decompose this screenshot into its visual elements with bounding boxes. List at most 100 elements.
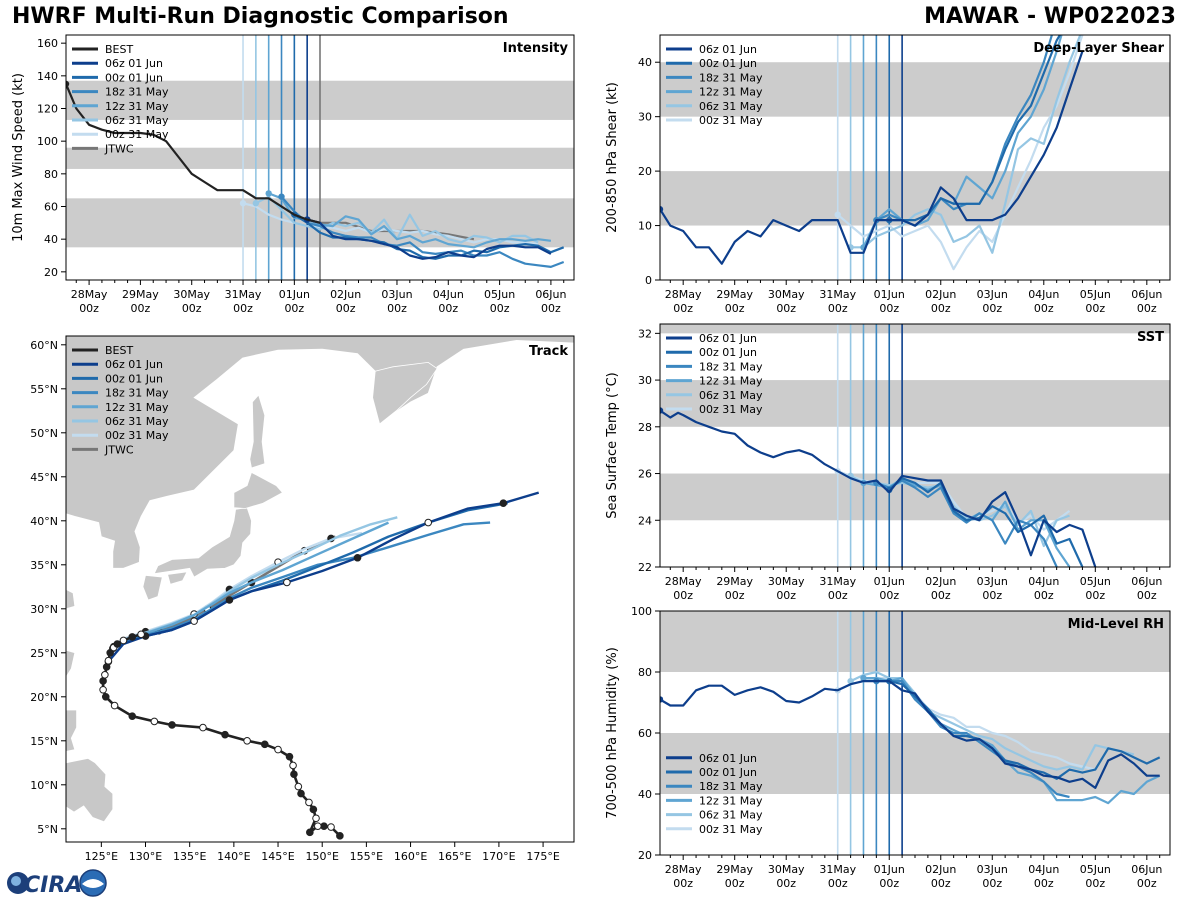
x-tick-label: 28May: [665, 575, 702, 588]
x-tick-label: 00z: [1085, 589, 1105, 602]
y-tick-label: 20: [638, 849, 652, 862]
x-tick-label: 00z: [131, 302, 151, 315]
y-tick-label: 24: [638, 514, 652, 527]
panel-intensity: 28May00z29May00z30May00z31May00z01Jun00z…: [11, 34, 575, 315]
track-point-best: [99, 677, 107, 685]
legend-label-06z-01-jun: 06z 01 Jun: [105, 57, 163, 70]
x-tick-label: 29May: [716, 288, 753, 301]
panel-title: Track: [529, 344, 568, 359]
x-tick-label: 30May: [768, 575, 805, 588]
land-taiwan: [66, 649, 76, 678]
x-tick-label: 155°E: [350, 850, 383, 863]
map-area: [66, 336, 574, 840]
init-marker-12z-31-may: [860, 674, 867, 682]
x-tick-label: 01Jun: [279, 288, 310, 301]
shaded-band: [660, 324, 1170, 334]
track-point-best: [320, 822, 328, 830]
x-tick-label: 150°E: [305, 850, 338, 863]
land-japan-shikoku: [167, 571, 188, 585]
panel-title: Deep-Layer Shear: [1033, 41, 1164, 56]
init-marker-best: [66, 80, 70, 88]
legend-label-06z-01-jun: 06z 01 Jun: [699, 43, 757, 56]
shaded-band: [660, 473, 1170, 521]
track-point-best: [110, 701, 119, 710]
legend-label-00z-01-jun: 00z 01 Jun: [105, 71, 163, 84]
land-luzon: [66, 709, 77, 752]
track-point-best: [101, 671, 109, 679]
x-tick-label: 00z: [233, 302, 253, 315]
shaded-band: [660, 380, 1170, 427]
plot-area: [66, 35, 574, 280]
x-tick-label: 03Jun: [381, 288, 412, 301]
y-tick-label: 20: [44, 266, 58, 279]
legend-label-12z-31-may: 12z 31 May: [699, 375, 763, 388]
track-point-best: [297, 789, 305, 798]
x-tick-label: 00z: [541, 302, 561, 315]
x-tick-label: 00z: [673, 877, 693, 890]
x-tick-label: 00z: [931, 589, 951, 602]
x-tick-label: 00z: [879, 877, 899, 890]
x-tick-label: 05Jun: [1080, 288, 1111, 301]
x-tick-label: 05Jun: [1080, 575, 1111, 588]
y-tick-label: 60°N: [30, 339, 58, 352]
legend-label-06z-31-may: 06z 31 May: [699, 100, 763, 113]
legend-label-jtwc: JTWC: [104, 443, 134, 456]
y-tick-label: 50°N: [30, 427, 58, 440]
x-tick-label: 04Jun: [1028, 288, 1059, 301]
logo-text: CIRA: [24, 873, 82, 898]
track-point-best: [113, 640, 122, 648]
panel-title: Intensity: [503, 41, 569, 56]
x-tick-label: 00z: [673, 589, 693, 602]
y-tick-label: 20: [638, 165, 652, 178]
track-point-06z-01-jun: [283, 578, 291, 587]
y-tick-label: 28: [638, 421, 652, 434]
x-tick-label: 02Jun: [925, 288, 956, 301]
land-asia-mainland: [66, 336, 574, 569]
x-tick-label: 00z: [1137, 302, 1157, 315]
init-marker-06z-01-jun: [660, 407, 664, 414]
track-point-best: [168, 721, 176, 729]
x-tick-label: 03Jun: [977, 288, 1008, 301]
init-marker-00z-31-may: [834, 211, 841, 218]
legend-label-18z-31-may: 18z 31 May: [105, 387, 169, 400]
x-tick-label: 165°E: [438, 850, 471, 863]
x-tick-label: 01Jun: [874, 575, 905, 588]
init-marker-06z-01-jun: [660, 696, 664, 703]
x-tick-label: 00z: [931, 877, 951, 890]
y-axis-label: Sea Surface Temp (°C): [605, 372, 620, 519]
x-tick-label: 00z: [776, 302, 796, 315]
cira-logo: CIRA: [4, 868, 108, 898]
y-tick-label: 22: [638, 561, 652, 574]
track-point-best: [336, 832, 344, 840]
track-best: [101, 633, 341, 837]
track-point-06z-01-jun: [225, 596, 234, 604]
legend-label-06z-01-jun: 06z 01 Jun: [699, 752, 757, 765]
init-marker-06z-31-may: [252, 200, 260, 207]
legend-label-12z-31-may: 12z 31 May: [105, 401, 169, 414]
panel-shear: 28May00z29May00z30May00z31May00z01Jun00z…: [605, 34, 1171, 315]
legend-label-06z-31-may: 06z 31 May: [105, 415, 169, 428]
x-tick-label: 29May: [716, 575, 753, 588]
legend-label-00z-31-may: 00z 31 May: [699, 823, 763, 836]
series-12z-31-may: [862, 35, 1063, 248]
y-tick-label: 5°N: [37, 823, 58, 836]
axes-frame: [65, 335, 575, 843]
y-tick-label: 120: [37, 103, 58, 116]
x-tick-label: 00z: [1137, 589, 1157, 602]
x-tick-label: 00z: [1034, 877, 1054, 890]
track-point-best: [106, 649, 114, 657]
legend-label-12z-31-may: 12z 31 May: [105, 100, 169, 113]
x-tick-label: 05Jun: [484, 288, 515, 301]
x-tick-label: 170°E: [482, 850, 515, 863]
y-tick-label: 55°N: [30, 383, 58, 396]
land-japan-hokkaido: [233, 471, 284, 509]
track-point-best: [101, 693, 110, 701]
land-philippines-south: [66, 757, 114, 823]
x-tick-label: 175°E: [526, 850, 559, 863]
x-tick-label: 135°E: [173, 850, 206, 863]
series-06z-01-jun: [660, 679, 1160, 790]
legend-label-00z-01-jun: 00z 01 Jun: [699, 346, 757, 359]
legend-label-06z-01-jun: 06z 01 Jun: [105, 358, 163, 371]
